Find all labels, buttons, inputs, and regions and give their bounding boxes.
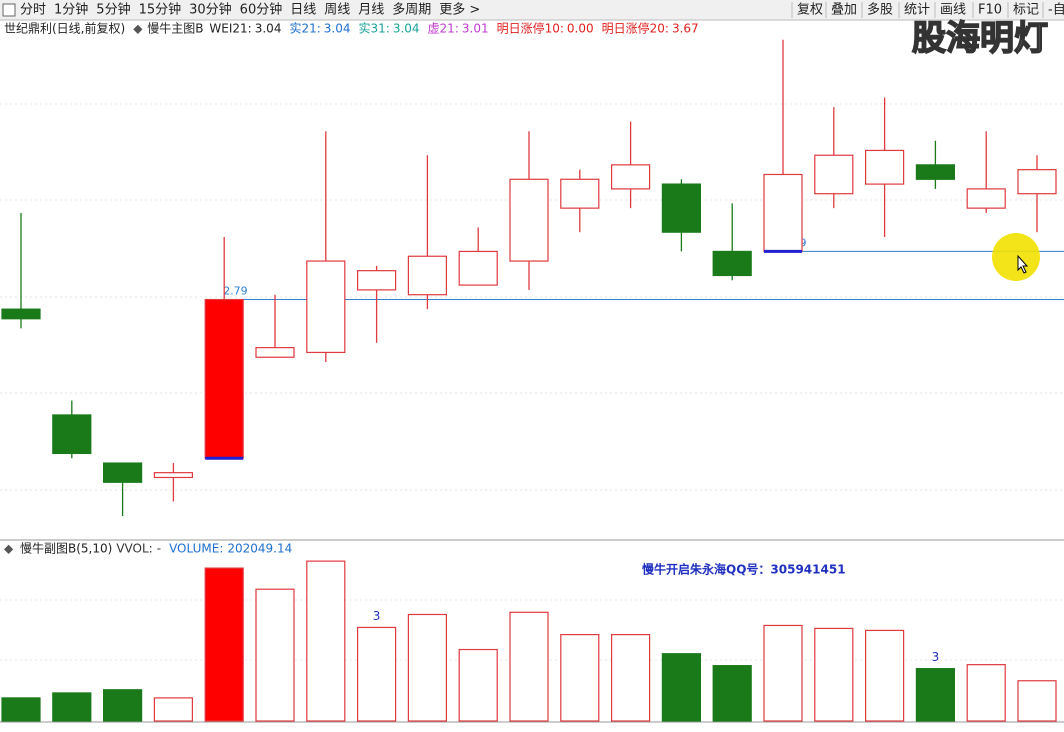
candle-body [763,173,803,253]
toolbar-button[interactable]: 复权 [797,2,823,18]
toolbar-button[interactable]: -自 [1048,3,1064,18]
toolbar-button[interactable]: 叠加 [831,3,857,18]
toolbar-tab[interactable]: 60分钟 [240,2,283,18]
toolbar-tab[interactable]: 日线 [290,3,316,18]
legend-name: 明日涨停20: [602,21,669,36]
volume-bar [458,648,498,722]
candle-body [255,347,295,358]
candle-body [509,178,549,262]
volume-bar [204,567,244,722]
volume-bar [610,633,651,722]
legend-value: 0.00 [567,22,594,36]
legend-value: 3.01 [462,22,489,36]
volume-bar [509,611,549,722]
legend-value: 3.04 [393,22,420,36]
grid [0,103,1064,661]
toolbar-tab[interactable]: 多周期 [392,2,431,18]
volume-bar [52,692,92,722]
chart-title: 世纪鼎利(日线,前复权) [4,21,125,36]
candle-body [458,250,498,286]
candle-body [204,298,244,459]
volume-bar [814,627,854,722]
legend-value: 3.67 [672,22,699,36]
volume-bar [1017,680,1057,722]
legend-name: 虚21: [428,22,459,36]
panel-title: 慢牛副图B(5,10) [20,541,112,556]
volume-bar [661,653,702,722]
cursor [1017,254,1029,274]
volume-bar [153,697,193,722]
cursor-highlight [992,233,1040,281]
toolbar-icon[interactable] [2,3,16,17]
candle-body [102,462,143,483]
candle-body [560,178,600,209]
toolbar-button[interactable]: 统计 [904,3,930,18]
volume-bar [915,668,956,722]
candle-body [915,164,956,180]
volume-bar [357,626,397,722]
legend-name: 明日涨停10: [497,21,564,36]
toolbar-button[interactable]: 多股 [867,2,893,18]
legend-value: 202049.14 [227,542,292,556]
legend-name: 实31: [359,21,390,36]
volume-bar [255,588,295,722]
volume-bar [102,689,143,722]
toolbar-tab[interactable]: 1分钟 [54,2,88,18]
candle-body [1,308,41,320]
candle-body [661,183,702,233]
candle-body [407,255,447,296]
candle-body [52,414,92,455]
note: 慢牛开启朱永海QQ号：305941451 [642,562,846,577]
panel-icon: ◆ [4,542,14,556]
legend-value: - [157,542,161,556]
candle-body [712,250,752,277]
toolbar-tab[interactable]: 周线 [324,3,350,18]
annotation: 3 [932,650,940,664]
toolbar-tab[interactable]: 月线 [358,3,384,18]
watermark: 股海明灯 [912,19,1048,59]
candle-body [864,149,905,185]
legend-value: 3.04 [324,22,351,36]
volume-bar [864,629,905,722]
toolbar-tab[interactable]: 15分钟 [139,2,182,18]
toolbar-button[interactable]: 画线 [940,3,966,18]
toolbar-button[interactable]: 标记 [1013,3,1039,18]
legend-value: 3.04 [255,22,282,36]
toolbar-tab[interactable]: 30分钟 [189,2,232,18]
annotation: 3 [373,609,381,623]
indicator-icon: ◆ [133,22,143,36]
volume-bar [306,560,346,722]
volume-bar [712,665,752,722]
volume-bar [560,633,600,722]
candle-body [306,260,346,354]
volume-bar [966,664,1006,722]
toolbar-button[interactable]: F10 [978,3,1002,18]
candle-body [153,472,193,479]
candle-body [966,188,1006,209]
legend-name: 实21: [289,21,320,36]
candle-body [814,154,854,195]
toolbar [0,0,1064,20]
indicator-name: 慢牛主图B [147,21,203,36]
candle-body [1017,169,1057,195]
volume-bar [763,624,803,722]
legend-name: WEI21: [209,22,251,36]
legend-name: VOLUME: [169,542,223,556]
candle-body [610,164,651,190]
candle-body [357,270,397,291]
toolbar-tab[interactable]: 更多 > [439,2,480,18]
toolbar-tab[interactable]: 5分钟 [96,2,130,18]
volume-bar [1,697,41,722]
level-label: 2.79 [223,285,248,298]
volume-bar [407,613,447,722]
toolbar-tab[interactable]: 分时 [20,3,46,18]
legend-name: VVOL: [116,542,152,556]
